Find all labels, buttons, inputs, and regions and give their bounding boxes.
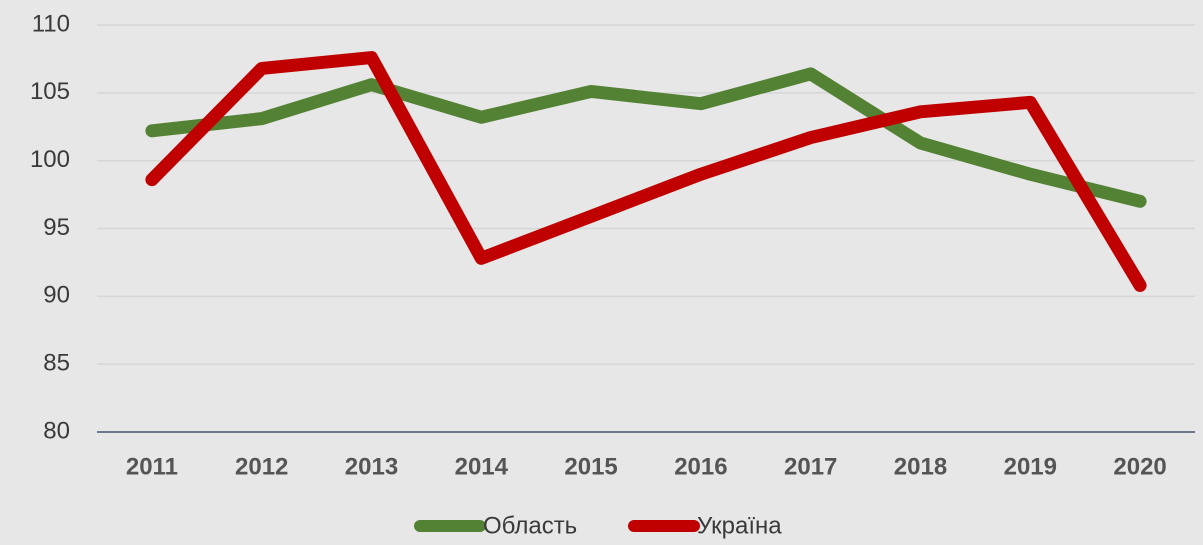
y-tick-label: 90: [43, 282, 70, 309]
y-tick-label: 105: [30, 78, 70, 105]
series-line: [145, 51, 1147, 292]
y-tick-label: 95: [43, 214, 70, 241]
y-tick-label: 110: [32, 10, 70, 37]
y-tick-label: 85: [43, 350, 70, 377]
y-tick-label: 100: [30, 146, 70, 173]
x-tick-label: 2020: [1113, 453, 1166, 480]
legend-label: Область: [483, 512, 577, 539]
legend-label: Україна: [697, 512, 782, 539]
x-tick-label: 2019: [1004, 453, 1057, 480]
x-tick-label: 2015: [564, 453, 617, 480]
series-line: [145, 67, 1147, 208]
x-tick-label: 2018: [894, 453, 947, 480]
x-tick-label: 2011: [126, 453, 178, 480]
x-tick-label: 2016: [674, 453, 727, 480]
y-tick-label: 80: [43, 417, 70, 444]
x-tick-label: 2017: [784, 453, 837, 480]
x-tick-label: 2013: [345, 453, 398, 480]
x-tick-label: 2014: [455, 453, 509, 480]
x-tick-label: 2012: [235, 453, 288, 480]
